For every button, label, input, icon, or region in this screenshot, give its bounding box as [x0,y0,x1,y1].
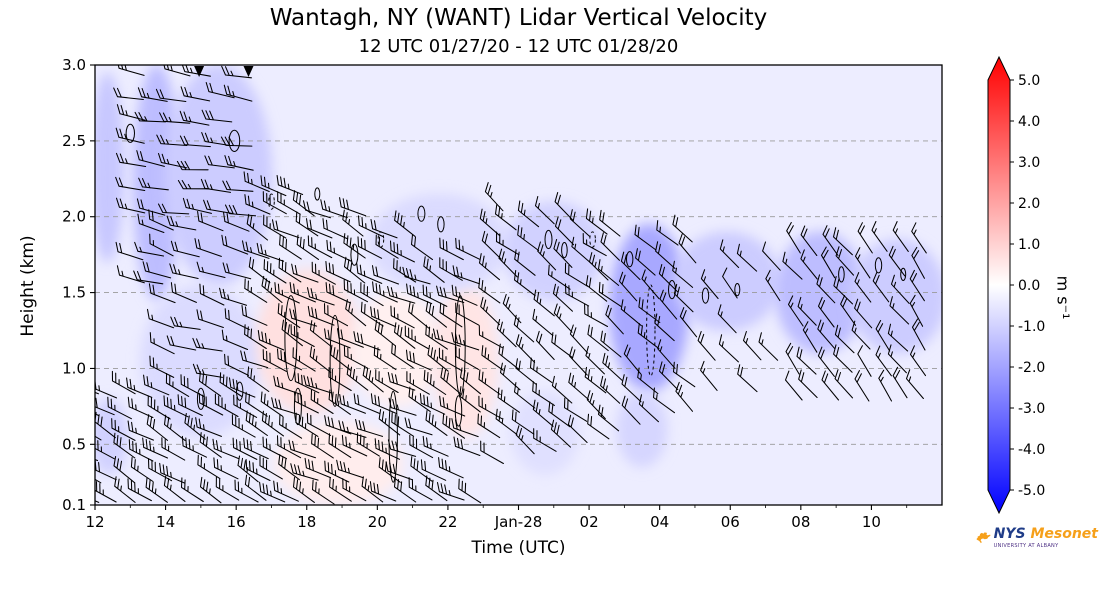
contour-outlines [125,123,907,483]
y-tick-label: 2.0 [62,208,86,226]
ny-state-icon [976,532,991,544]
colorbar-tick-label: -3.0 [1018,401,1045,417]
x-tick-label: 04 [650,513,669,531]
y-axis-ticks: 3.0 2.5 2.0 1.5 1.0 0.5 0.1 [62,56,95,514]
x-tick-label: Jan-28 [494,513,543,531]
logo-mesonet-text: Mesonet [1030,525,1098,542]
x-tick-label: 20 [368,513,387,531]
colorbar-tick-label: 0.0 [1018,278,1040,294]
colorbar-unit-label: m s⁻¹ [1053,275,1073,320]
y-tick-label: 2.5 [62,132,86,150]
colorbar-tick-label: 5.0 [1018,73,1040,89]
logo-nys-text: NYS [993,525,1026,542]
x-tick-label: 14 [156,513,175,531]
x-tick-label: 06 [721,513,740,531]
colorbar [987,55,1011,515]
x-tick-label: 12 [85,513,104,531]
velocity-shading [95,65,942,505]
x-tick-label: 02 [580,513,599,531]
colorbar-tick-label: 2.0 [1018,196,1040,212]
x-axis-label: Time (UTC) [471,538,566,558]
x-axis-ticks: 12 14 16 18 20 22 Jan-28 02 04 06 08 10 [85,505,908,531]
x-tick-label: 08 [791,513,810,531]
colorbar-tick-label: -5.0 [1018,483,1045,499]
logo-text-block: NYS Mesonet UNIVERSITY AT ALBANY [993,525,1098,550]
colorbar-tick-label: -2.0 [1018,360,1045,376]
y-tick-label: 1.0 [62,359,86,377]
y-tick-label: 0.1 [62,496,86,514]
wind-barbs [95,65,927,505]
y-tick-label: 1.5 [62,284,86,302]
y-tick-label: 0.5 [62,435,86,453]
chart-subtitle: 12 UTC 01/27/20 - 12 UTC 01/28/20 [358,36,679,57]
x-tick-label: 22 [438,513,457,531]
logo-title: NYS Mesonet [993,525,1098,542]
overflow-marker [243,66,254,77]
colorbar-tick-label: 3.0 [1018,155,1040,171]
y-tick-label: 3.0 [62,56,86,74]
logo-tagline: UNIVERSITY AT ALBANY [993,543,1059,550]
colorbar-tick-label: -1.0 [1018,319,1045,335]
overflow-marker [194,66,205,77]
nys-mesonet-logo: NYS Mesonet UNIVERSITY AT ALBANY [976,518,1098,558]
colorbar-tick-label: 1.0 [1018,237,1040,253]
x-tick-label: 10 [862,513,881,531]
x-tick-label: 18 [297,513,316,531]
x-tick-label: 16 [227,513,246,531]
chart-title: Wantagh, NY (WANT) Lidar Vertical Veloci… [269,5,768,31]
colorbar-tick-label: -4.0 [1018,442,1045,458]
colorbar-ticks: 5.0 4.0 3.0 2.0 1.0 0.0 -1.0 -2.0 -3.0 -4.0 -5.0 [1010,73,1045,499]
y-axis-label: Height (km) [18,235,38,337]
colorbar-tick-label: 4.0 [1018,114,1040,130]
